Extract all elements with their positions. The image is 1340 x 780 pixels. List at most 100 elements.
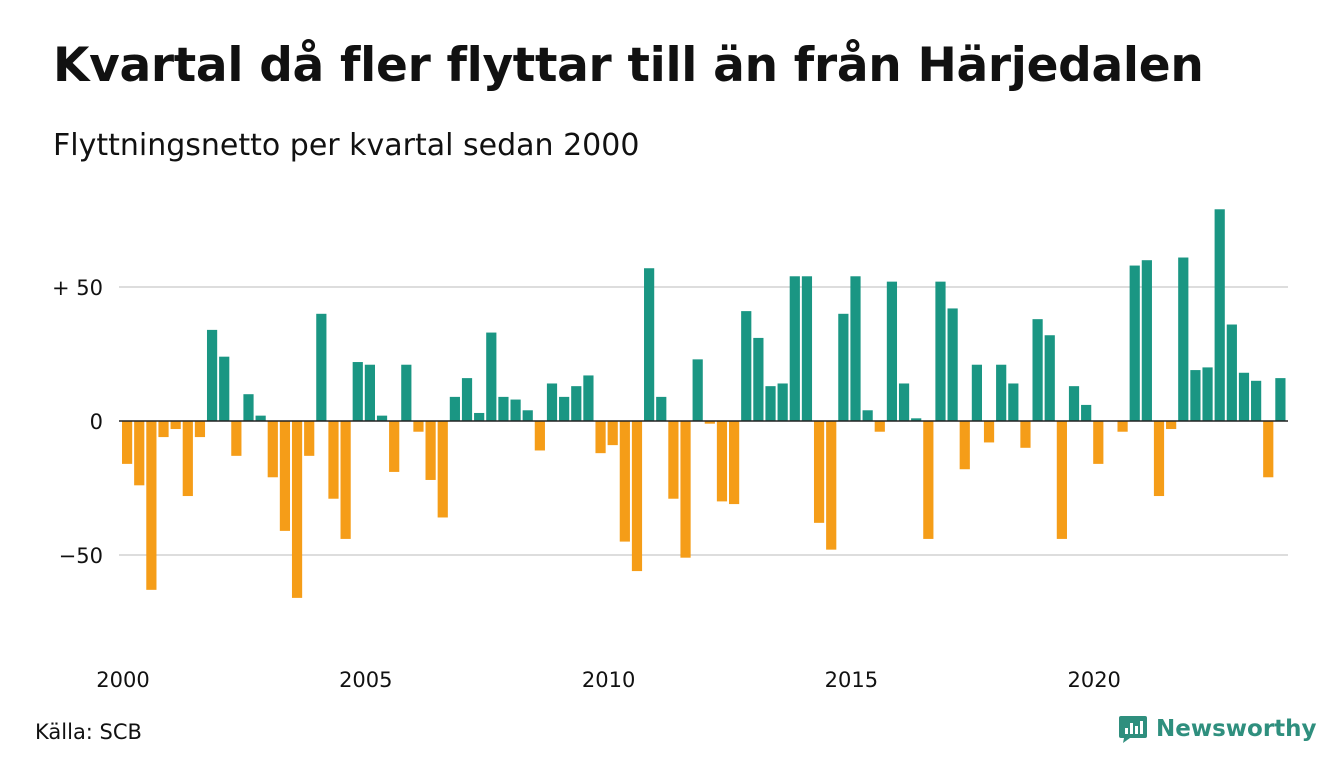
y-tick-label: + 50 bbox=[52, 276, 103, 300]
bar-2004-k2 bbox=[328, 421, 339, 499]
grid-lines bbox=[119, 286, 1288, 556]
bar-2008-k4 bbox=[546, 383, 558, 421]
bar-2019-k2 bbox=[1056, 421, 1067, 539]
axes: + 50 0 −50 2000 2005 2010 2015 2020 bbox=[52, 276, 1288, 692]
bar-2006-k4 bbox=[449, 396, 460, 421]
bar-2015-k1 bbox=[850, 276, 861, 421]
bar-2018-k3 bbox=[1020, 421, 1031, 448]
bar-2022-k4 bbox=[1226, 324, 1237, 421]
bar-2017-k2 bbox=[959, 421, 970, 470]
bar-2023-k4 bbox=[1275, 378, 1286, 421]
bar-2010-k4 bbox=[644, 268, 655, 421]
bar-2021-k3 bbox=[1166, 421, 1177, 430]
bar-2012-k1 bbox=[704, 421, 715, 424]
bar-2000-k2 bbox=[134, 421, 145, 486]
bar-2008-k3 bbox=[534, 421, 545, 451]
bar-2009-k2 bbox=[571, 386, 582, 421]
bar-2011-k4 bbox=[692, 359, 703, 421]
bar-2005-k2 bbox=[376, 415, 388, 421]
bar-2011-k1 bbox=[656, 396, 667, 421]
bar-2016-k4 bbox=[935, 281, 946, 421]
bar-2000-k3 bbox=[146, 421, 157, 590]
bar-2015-k2 bbox=[862, 410, 873, 421]
bar-2005-k1 bbox=[364, 364, 375, 421]
bar-2002-k4 bbox=[255, 415, 266, 421]
bar-2005-k4 bbox=[401, 364, 412, 421]
bar-2007-k3 bbox=[486, 332, 497, 421]
bar-2022-k1 bbox=[1190, 370, 1201, 421]
newsworthy-logo-icon bbox=[1119, 716, 1147, 743]
bar-2019-k4 bbox=[1081, 404, 1092, 421]
bar-2023-k2 bbox=[1251, 380, 1262, 421]
bar-2020-k3 bbox=[1117, 421, 1128, 432]
bar-2013-k4 bbox=[789, 276, 800, 421]
bar-2004-k1 bbox=[316, 313, 327, 421]
bars bbox=[122, 209, 1286, 598]
bar-2003-k1 bbox=[267, 421, 278, 478]
bar-2007-k1 bbox=[461, 378, 473, 421]
bar-2011-k3 bbox=[680, 421, 691, 558]
bar-2018-k4 bbox=[1032, 319, 1043, 421]
bar-2017-k3 bbox=[971, 364, 982, 421]
bar-2007-k2 bbox=[474, 412, 485, 421]
x-tick-label: 2010 bbox=[582, 668, 635, 692]
bar-2011-k2 bbox=[668, 421, 679, 499]
bar-2012-k2 bbox=[716, 421, 728, 502]
x-tick-label: 2000 bbox=[96, 668, 149, 692]
bar-2006-k2 bbox=[425, 421, 436, 480]
bar-2001-k1 bbox=[170, 421, 181, 430]
source-note: Källa: SCB bbox=[35, 720, 142, 744]
bar-2017-k1 bbox=[947, 308, 958, 421]
bar-2014-k3 bbox=[826, 421, 837, 550]
bar-2013-k3 bbox=[777, 383, 788, 421]
bar-2018-k2 bbox=[1008, 383, 1019, 421]
bar-2014-k2 bbox=[813, 421, 825, 523]
bar-2013-k1 bbox=[753, 337, 764, 421]
bar-2016-k2 bbox=[911, 418, 922, 421]
bar-2020-k1 bbox=[1093, 421, 1104, 464]
bar-2021-k4 bbox=[1178, 257, 1189, 421]
bar-2007-k4 bbox=[498, 396, 509, 421]
bar-2003-k2 bbox=[279, 421, 291, 531]
bar-2001-k3 bbox=[194, 421, 206, 438]
bar-2016-k1 bbox=[898, 383, 910, 421]
chart-subtitle: Flyttningsnetto per kvartal sedan 2000 bbox=[53, 128, 640, 163]
x-tick-label: 2020 bbox=[1067, 668, 1120, 692]
bar-2010-k1 bbox=[607, 421, 618, 446]
y-tick-label: −50 bbox=[59, 544, 103, 568]
bar-2023-k1 bbox=[1238, 372, 1250, 421]
y-tick-label: 0 bbox=[90, 410, 103, 434]
bar-2021-k2 bbox=[1153, 421, 1165, 497]
bar-2006-k1 bbox=[413, 421, 424, 432]
bar-2000-k1 bbox=[122, 421, 133, 464]
bar-2015-k4 bbox=[886, 281, 898, 421]
bar-2018-k1 bbox=[996, 364, 1007, 421]
bar-2017-k4 bbox=[983, 421, 995, 443]
bar-2012-k3 bbox=[729, 421, 740, 505]
bar-2003-k3 bbox=[291, 421, 303, 598]
bar-2004-k3 bbox=[340, 421, 351, 539]
x-tick-label: 2005 bbox=[339, 668, 392, 692]
bar-2005-k3 bbox=[389, 421, 400, 472]
bar-2019-k3 bbox=[1068, 386, 1080, 421]
bar-2000-k4 bbox=[158, 421, 169, 438]
bar-2002-k3 bbox=[243, 394, 254, 421]
bar-2009-k4 bbox=[595, 421, 606, 454]
bar-2016-k3 bbox=[923, 421, 934, 539]
bar-2010-k2 bbox=[619, 421, 630, 542]
brand-name: Newsworthy bbox=[1156, 716, 1317, 742]
bar-2020-k4 bbox=[1129, 265, 1140, 421]
bar-2004-k4 bbox=[352, 362, 363, 421]
bar-2002-k2 bbox=[231, 421, 242, 456]
bar-2014-k4 bbox=[838, 313, 849, 421]
bar-2010-k3 bbox=[631, 421, 643, 572]
bar-2019-k1 bbox=[1044, 335, 1055, 421]
chart-title: Kvartal då fler flyttar till än från Här… bbox=[53, 38, 1204, 93]
bar-2022-k2 bbox=[1202, 367, 1213, 421]
bar-2002-k1 bbox=[219, 356, 230, 421]
bar-2003-k4 bbox=[304, 421, 315, 456]
bar-2006-k3 bbox=[437, 421, 448, 518]
bar-2009-k1 bbox=[559, 396, 570, 421]
bar-2001-k4 bbox=[206, 329, 218, 421]
